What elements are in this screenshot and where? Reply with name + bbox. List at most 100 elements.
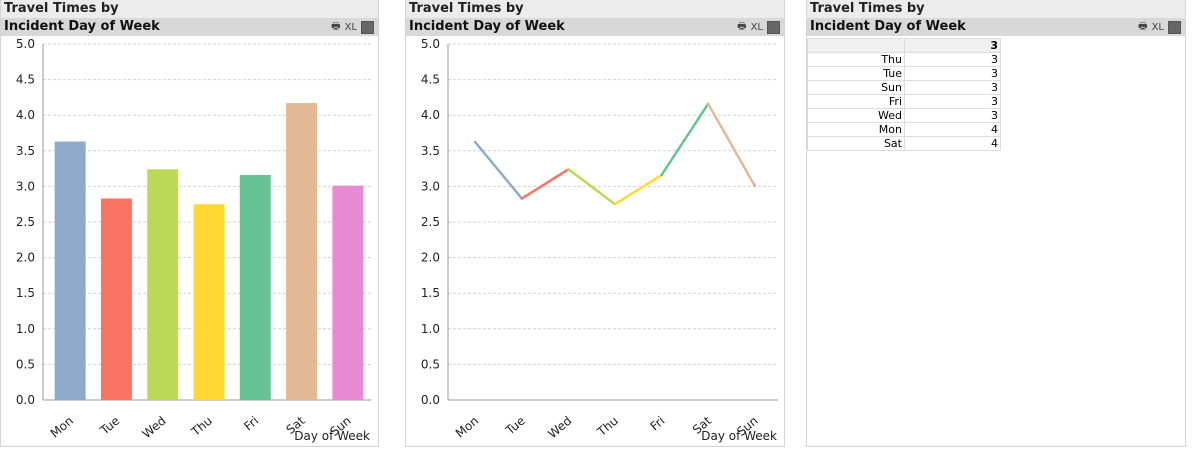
x-tick-label: Wed bbox=[545, 414, 574, 442]
print-icon[interactable]: 🖶 bbox=[737, 20, 747, 32]
table-row: Thu 3 bbox=[807, 52, 1001, 67]
x-tick-label: Mon bbox=[48, 414, 76, 441]
value-cell: 4 bbox=[904, 136, 1001, 151]
y-tick-label: 2.5 bbox=[421, 215, 440, 229]
y-tick-label: 5.0 bbox=[421, 37, 440, 51]
bar-chart: 0.0 0.5 1.0 1.5 2.0 2.5 3.0 3.5 4.0 4.5 5.0 Mon Tue W… bbox=[16, 37, 371, 443]
x-tick-label: Mon bbox=[453, 414, 481, 441]
xl-icon[interactable]: XL bbox=[1151, 21, 1164, 33]
y-tick-label: 1.5 bbox=[16, 286, 35, 300]
value-cell: 3 bbox=[904, 94, 1001, 109]
day-cell: Wed bbox=[807, 108, 905, 123]
line-chart: 0.0 0.5 1.0 1.5 2.0 2.5 3.0 3.5 4.0 4.5 5.0 Mon Tue W… bbox=[421, 37, 778, 443]
caption-icons: 🖶 XL bbox=[737, 19, 780, 35]
value-cell: 3 bbox=[904, 66, 1001, 81]
y-tick-label: 0.0 bbox=[16, 393, 35, 407]
x-tick-label: Fri bbox=[648, 414, 668, 434]
line-chart-panel: Travel Times by Incident Day of Week 🖶 X… bbox=[405, 0, 785, 447]
chart-switch-icon[interactable] bbox=[361, 20, 374, 34]
y-tick-label: 3.0 bbox=[16, 179, 35, 193]
x-tick-label: Fri bbox=[241, 414, 261, 434]
y-tick-label: 4.5 bbox=[421, 73, 440, 87]
y-tick-label: 2.5 bbox=[16, 215, 35, 229]
panel-subtitle[interactable]: Incident Day of Week bbox=[406, 18, 784, 36]
y-tick-label: 1.0 bbox=[16, 322, 35, 336]
bar-tue bbox=[100, 198, 132, 400]
bar-wed bbox=[147, 169, 179, 400]
x-axis-title: Day of Week bbox=[294, 429, 370, 443]
value-cell: 4 bbox=[904, 122, 1001, 137]
line-segment-tue bbox=[520, 168, 570, 200]
day-cell: Sat bbox=[807, 136, 905, 151]
y-tick-label: 3.5 bbox=[421, 144, 440, 158]
data-table: 3 Thu 3 Tue 3 Sun 3 Fri 3 Wed 3 Mon 4 Sat 4 bbox=[807, 38, 1001, 151]
day-cell: Sun bbox=[807, 80, 905, 95]
value-cell: 3 bbox=[904, 52, 1001, 67]
y-tick-label: 2.0 bbox=[421, 251, 440, 265]
line-segment-thu bbox=[613, 173, 663, 206]
point-sat bbox=[706, 102, 710, 106]
chart-switch-icon[interactable] bbox=[1168, 20, 1181, 34]
table-row: Tue 3 bbox=[807, 66, 1001, 81]
y-tick-label: 2.0 bbox=[16, 251, 35, 265]
x-tick-label: Tue bbox=[502, 414, 527, 439]
bar-fri bbox=[239, 175, 271, 400]
point-thu bbox=[613, 203, 617, 206]
y-tick-label: 1.0 bbox=[421, 322, 440, 336]
y-tick-label: 3.0 bbox=[421, 179, 440, 193]
bar-thu bbox=[193, 204, 225, 400]
line-segment-sat bbox=[706, 102, 756, 187]
value-cell: 3 bbox=[904, 80, 1001, 95]
panel-title: Travel Times by bbox=[406, 0, 784, 18]
header-cell: 3 bbox=[904, 38, 1001, 53]
point-fri bbox=[660, 173, 663, 177]
day-cell: Thu bbox=[807, 52, 905, 67]
y-tick-label: 4.0 bbox=[16, 108, 35, 122]
bar-sat bbox=[286, 103, 318, 400]
caption-icons: 🖶 XL bbox=[331, 19, 374, 35]
xl-icon[interactable]: XL bbox=[750, 21, 763, 33]
x-tick-label: Tue bbox=[97, 414, 122, 439]
table-row: Sat 4 bbox=[807, 136, 1001, 151]
panel-title: Travel Times by bbox=[1, 0, 378, 18]
day-cell: Tue bbox=[807, 66, 905, 81]
minimize-icon[interactable] bbox=[767, 20, 780, 34]
table-row: Sun 3 bbox=[807, 80, 1001, 95]
y-tick-label: 0.5 bbox=[421, 357, 440, 371]
y-tick-label: 0.5 bbox=[16, 357, 35, 371]
y-tick-label: 5.0 bbox=[16, 37, 35, 51]
bar-sun bbox=[332, 185, 364, 400]
print-icon[interactable]: 🖶 bbox=[331, 20, 341, 32]
y-tick-label: 3.5 bbox=[16, 144, 35, 158]
panel-title: Travel Times by bbox=[807, 0, 1185, 18]
table-panel: Travel Times by Incident Day of Week 🖶 X… bbox=[806, 0, 1186, 447]
point-mon bbox=[474, 141, 477, 144]
x-tick-label: Thu bbox=[594, 414, 621, 440]
print-icon[interactable]: 🖶 bbox=[1138, 20, 1148, 32]
y-tick-label: 1.5 bbox=[421, 286, 440, 300]
panel-subtitle[interactable]: Incident Day of Week bbox=[1, 18, 378, 36]
table-header-row: 3 bbox=[807, 38, 1001, 53]
x-tick-label: Wed bbox=[140, 414, 169, 442]
point-wed bbox=[567, 168, 570, 171]
xl-icon[interactable]: XL bbox=[344, 21, 357, 33]
y-tick-label: 0.0 bbox=[421, 393, 440, 407]
line-segment-mon bbox=[474, 141, 524, 200]
day-cell: Fri bbox=[807, 94, 905, 109]
y-tick-label: 4.5 bbox=[16, 73, 35, 87]
line-segment-fri bbox=[660, 102, 710, 177]
y-tick-label: 4.0 bbox=[421, 108, 440, 122]
line-segment-wed bbox=[567, 168, 617, 206]
table-row: Mon 4 bbox=[807, 122, 1001, 137]
caption-icons: 🖶 XL bbox=[1138, 19, 1181, 35]
x-axis-title: Day of Week bbox=[701, 429, 777, 443]
x-tick-label: Thu bbox=[188, 414, 215, 440]
value-cell: 3 bbox=[904, 108, 1001, 123]
point-sun bbox=[753, 184, 756, 187]
table-row: Wed 3 bbox=[807, 108, 1001, 123]
bar-mon bbox=[54, 141, 86, 400]
header-cell bbox=[807, 38, 905, 53]
panel-subtitle[interactable]: Incident Day of Week bbox=[807, 18, 1185, 36]
day-cell: Mon bbox=[807, 122, 905, 137]
point-tue bbox=[520, 197, 524, 200]
